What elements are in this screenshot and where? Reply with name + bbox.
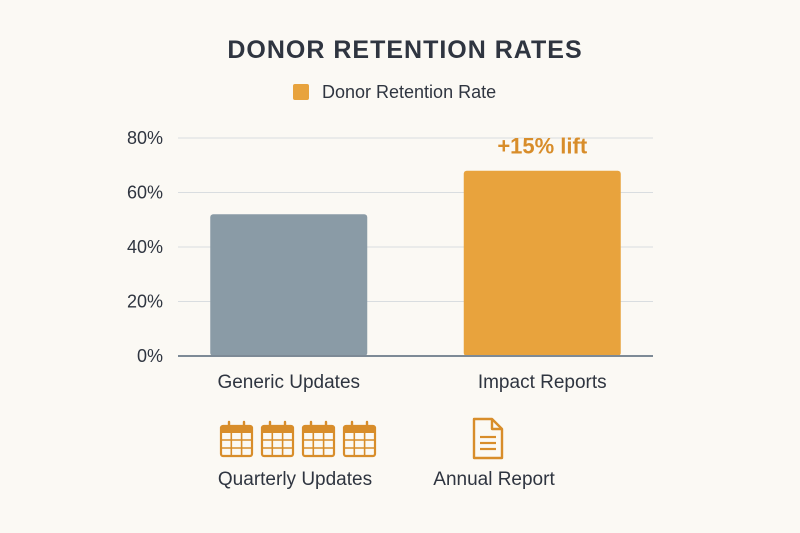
bar-generic-updates — [210, 214, 368, 356]
calendar-icon — [301, 420, 336, 458]
x-tick-label: Generic Updates — [217, 372, 360, 393]
y-tick-label: 60% — [127, 183, 163, 203]
lift-annotation: +15% lift — [497, 134, 588, 159]
footer-right: Annual Report — [433, 417, 555, 490]
annotations: +15% lift — [497, 134, 588, 159]
legend-label: Donor Retention Rate — [322, 82, 496, 102]
y-tick-label: 80% — [127, 128, 163, 148]
legend: Donor Retention Rate — [293, 82, 496, 102]
chart-title: DONOR RETENTION RATES — [227, 36, 582, 64]
calendar-icons — [219, 420, 377, 458]
calendar-icon — [219, 420, 254, 458]
y-axis: 0% 20% 40% 60% 80% — [127, 128, 163, 366]
y-tick-label: 40% — [127, 237, 163, 257]
y-tick-label: 0% — [137, 346, 163, 366]
annual-report-label: Annual Report — [433, 469, 555, 490]
calendar-icon — [342, 420, 377, 458]
legend-swatch — [293, 84, 309, 100]
bars — [210, 170, 621, 356]
calendar-icon — [260, 420, 295, 458]
y-tick-label: 20% — [127, 292, 163, 312]
quarterly-updates-label: Quarterly Updates — [218, 469, 372, 490]
x-axis: Generic Updates Impact Reports — [217, 372, 606, 393]
footer-left: Quarterly Updates — [218, 420, 377, 490]
x-tick-label: Impact Reports — [478, 372, 607, 393]
bar-impact-reports — [463, 170, 621, 356]
document-icon — [472, 417, 504, 460]
